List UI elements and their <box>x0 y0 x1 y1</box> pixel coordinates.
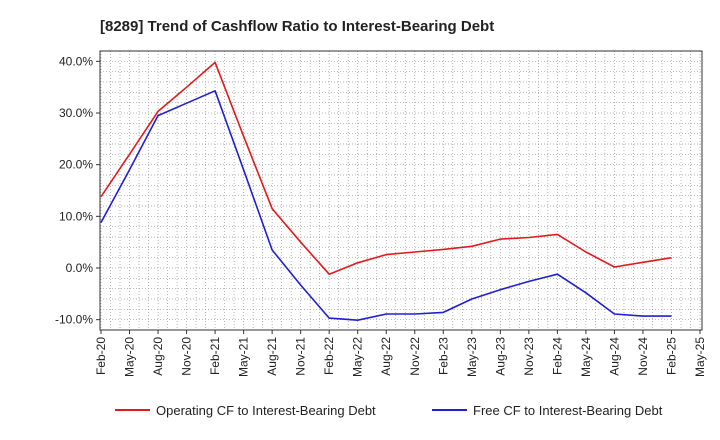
x-tick-label: Feb-23 <box>436 337 450 375</box>
series-line-free-cf <box>100 90 672 322</box>
x-tick-label: Feb-24 <box>550 337 564 375</box>
y-tick-label: 20.0% <box>59 158 93 172</box>
legend-label: Operating CF to Interest-Bearing Debt <box>156 403 376 418</box>
x-tick-label: May-24 <box>579 337 593 377</box>
x-tick-label: May-20 <box>123 337 137 377</box>
series-lines <box>100 61 672 322</box>
y-tick-label: 0.0% <box>66 261 94 275</box>
x-tick-label: May-23 <box>465 337 479 377</box>
x-tick-label: May-21 <box>237 337 251 377</box>
y-tick-label: 40.0% <box>59 54 93 68</box>
y-tick-label: -10.0% <box>55 313 93 327</box>
x-tick-label: Feb-25 <box>664 337 678 375</box>
legend-label: Free CF to Interest-Bearing Debt <box>473 403 663 418</box>
x-tick-label: Aug-20 <box>151 337 165 376</box>
x-tick-label: May-25 <box>693 337 707 377</box>
x-tick-label: Feb-21 <box>208 337 222 375</box>
y-tick-label: 30.0% <box>59 106 93 120</box>
x-tick-label: Nov-24 <box>636 337 650 376</box>
plot-area-frame <box>99 50 703 331</box>
x-tick-label: Nov-22 <box>408 337 422 376</box>
chart-title: [8289] Trend of Cashflow Ratio to Intere… <box>100 18 494 35</box>
y-axis: -10.0% 0.0% 10.0% 20.0% 30.0% 40.0% <box>55 54 100 327</box>
x-tick-label: Aug-23 <box>493 337 507 376</box>
x-tick-label: Nov-20 <box>180 337 194 376</box>
x-axis: Feb-20 May-20 Aug-20 Nov-20 Feb-21 May-21 Aug-… <box>94 330 707 377</box>
series-line-operating-cf <box>100 61 672 276</box>
x-tick-label: Feb-20 <box>94 337 108 375</box>
y-tick-label: 10.0% <box>59 209 93 223</box>
x-tick-label: Feb-22 <box>322 337 336 375</box>
x-tick-label: Aug-24 <box>607 337 621 376</box>
x-tick-label: Nov-23 <box>522 337 536 376</box>
x-tick-label: May-22 <box>351 337 365 377</box>
legend: Operating CF to Interest-Bearing Debt Fre… <box>115 403 663 418</box>
x-tick-label: Nov-21 <box>294 337 308 376</box>
grid <box>100 50 702 331</box>
x-tick-label: Aug-21 <box>265 337 279 376</box>
x-tick-label: Aug-22 <box>379 337 393 376</box>
